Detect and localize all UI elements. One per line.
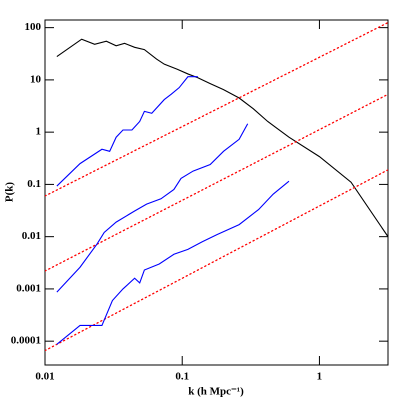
model-line <box>45 169 388 352</box>
x-tick-label: 0.1 <box>175 371 189 383</box>
data-line <box>56 76 198 187</box>
y-tick-label: 1 <box>36 126 42 138</box>
data-line <box>56 123 249 293</box>
x-tick-label: 1 <box>317 371 323 383</box>
y-tick-label: 100 <box>25 21 42 33</box>
x-tick-label: 0.01 <box>35 371 54 383</box>
y-tick-label: 10 <box>30 73 42 85</box>
model-line <box>45 21 388 197</box>
data-line <box>56 38 388 237</box>
plot-frame <box>44 19 389 366</box>
y-tick-label: 0.01 <box>22 230 41 242</box>
data-line <box>56 180 290 345</box>
y-axis-label: P(k) <box>4 182 16 203</box>
y-tick-label: 0.001 <box>16 282 41 294</box>
model-line <box>45 93 388 272</box>
y-tick-label: 0.1 <box>27 178 41 190</box>
x-axis-label: k (h Mpc⁻¹) <box>188 386 244 398</box>
y-tick-label: 0.0001 <box>11 335 41 347</box>
